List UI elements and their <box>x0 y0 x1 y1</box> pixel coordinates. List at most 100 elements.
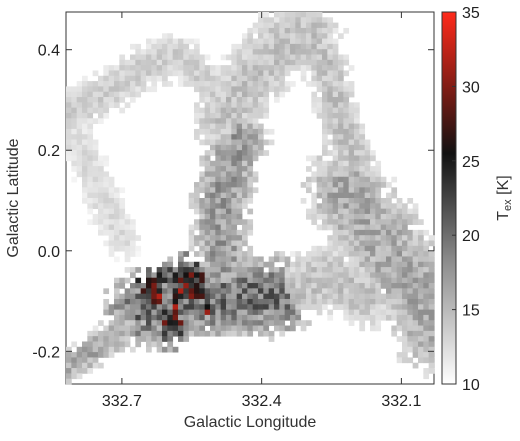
heatmap-cell <box>386 277 392 284</box>
y-axis: 0.40.20.0-0.2 <box>32 43 434 361</box>
heatmap-cell <box>146 49 152 55</box>
heatmap-cell <box>242 293 248 300</box>
heatmap-cell <box>247 288 254 295</box>
heatmap-cell <box>428 320 435 326</box>
heatmap-cell <box>183 65 190 71</box>
heatmap-cell <box>215 256 222 263</box>
heatmap-cell <box>114 256 120 263</box>
heatmap-cell <box>199 182 206 188</box>
heatmap-cell <box>98 330 104 337</box>
heatmap-cell <box>194 43 200 50</box>
heatmap-cell <box>380 309 387 316</box>
heatmap-cell <box>316 283 323 289</box>
heatmap-cell <box>396 203 403 210</box>
heatmap-cell <box>242 33 248 39</box>
heatmap-cell <box>199 272 206 279</box>
heatmap-cell <box>247 325 254 332</box>
heatmap-cell <box>231 49 238 55</box>
heatmap-cell <box>322 102 328 109</box>
heatmap-cell <box>332 134 339 140</box>
heatmap-cell <box>199 245 206 252</box>
heatmap-cell <box>162 38 168 45</box>
heatmap-cell <box>215 229 222 236</box>
heatmap-cell <box>295 59 302 66</box>
heatmap-cell <box>130 219 136 225</box>
heatmap-cell <box>423 245 430 252</box>
heatmap-cell <box>370 176 376 183</box>
heatmap-cell <box>306 208 312 215</box>
heatmap-cell <box>348 139 355 146</box>
x-tick-label: 332.1 <box>381 393 421 410</box>
y-tick-label: 0.0 <box>38 244 60 261</box>
heatmap-cell <box>311 272 318 279</box>
heatmap-cell <box>108 325 115 332</box>
heatmap-cell <box>183 288 190 295</box>
heatmap-cell <box>210 272 216 279</box>
heatmap-cell <box>386 219 392 225</box>
heatmap-cell <box>162 293 168 300</box>
heatmap-cell <box>103 203 110 210</box>
heatmap-cell <box>386 283 392 289</box>
heatmap-cell <box>418 256 424 263</box>
heatmap-cell <box>370 256 376 263</box>
heatmap-cell <box>242 251 248 257</box>
heatmap-cell <box>386 288 392 295</box>
heatmap-cell <box>418 336 424 342</box>
heatmap-cell <box>354 314 360 321</box>
heatmap-cell <box>103 341 110 348</box>
heatmap-cell <box>258 97 264 103</box>
heatmap-cell <box>146 288 152 295</box>
heatmap-cell <box>98 352 104 358</box>
heatmap-cell <box>279 267 286 273</box>
heatmap-cell <box>226 283 232 289</box>
heatmap-cell <box>332 171 339 178</box>
heatmap-cell <box>364 293 371 300</box>
heatmap-cell <box>274 314 280 321</box>
heatmap-cell <box>370 203 376 210</box>
heatmap-cell <box>322 267 328 273</box>
heatmap-cell <box>354 171 360 178</box>
heatmap-cell <box>284 283 291 289</box>
heatmap-cell <box>402 304 408 310</box>
heatmap-cell <box>295 314 302 321</box>
heatmap-cell <box>215 304 222 310</box>
heatmap-cell <box>338 219 344 225</box>
heatmap-cell <box>226 134 232 140</box>
heatmap-cell <box>391 293 398 300</box>
heatmap-cell <box>188 330 195 337</box>
heatmap-cell <box>92 362 99 369</box>
heatmap-cell <box>412 293 419 300</box>
heatmap-cell <box>370 219 376 225</box>
heatmap-cell <box>386 182 392 188</box>
heatmap-cell <box>322 166 328 172</box>
heatmap-cell <box>343 213 350 220</box>
heatmap-cell <box>338 86 344 93</box>
heatmap-cell <box>306 272 312 279</box>
heatmap-cell <box>359 235 366 241</box>
heatmap-cell <box>252 97 259 103</box>
heatmap-cell <box>295 38 302 45</box>
heatmap-cell <box>114 325 120 332</box>
heatmap-cell <box>226 171 232 178</box>
heatmap-cell <box>343 86 350 93</box>
heatmap-cell <box>338 54 344 61</box>
heatmap-cell <box>364 314 371 321</box>
heatmap-cell <box>92 144 99 151</box>
heatmap-cell <box>354 272 360 279</box>
heatmap-cell <box>103 112 110 119</box>
heatmap-cell <box>140 309 147 316</box>
heatmap-cell <box>247 314 254 321</box>
heatmap-cell <box>220 198 227 204</box>
heatmap-cell <box>242 309 248 316</box>
heatmap-cell <box>279 70 286 77</box>
heatmap-cell <box>103 298 110 305</box>
heatmap-cell <box>343 198 350 204</box>
heatmap-cell <box>178 43 184 50</box>
heatmap-cell <box>306 251 312 257</box>
heatmap-cell <box>428 235 435 241</box>
heatmap-cell <box>87 97 94 103</box>
heatmap-cell <box>354 118 360 124</box>
heatmap-cell <box>380 261 387 268</box>
heatmap-cell <box>252 107 259 114</box>
heatmap-cell <box>172 59 179 66</box>
